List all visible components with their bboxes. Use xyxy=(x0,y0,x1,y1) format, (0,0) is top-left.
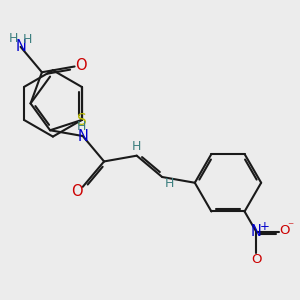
Text: H: H xyxy=(23,33,33,46)
Text: O: O xyxy=(251,253,261,266)
Text: ⁻: ⁻ xyxy=(287,220,293,233)
Text: H: H xyxy=(165,177,174,190)
Text: H: H xyxy=(9,32,18,45)
Text: N: N xyxy=(251,224,262,239)
Text: O: O xyxy=(75,58,86,73)
Text: N: N xyxy=(15,39,26,54)
Text: O: O xyxy=(71,184,82,199)
Text: +: + xyxy=(260,220,269,233)
Text: H: H xyxy=(76,120,86,133)
Text: H: H xyxy=(132,140,141,153)
Text: O: O xyxy=(279,224,290,237)
Text: N: N xyxy=(77,128,88,143)
Text: S: S xyxy=(77,112,86,128)
